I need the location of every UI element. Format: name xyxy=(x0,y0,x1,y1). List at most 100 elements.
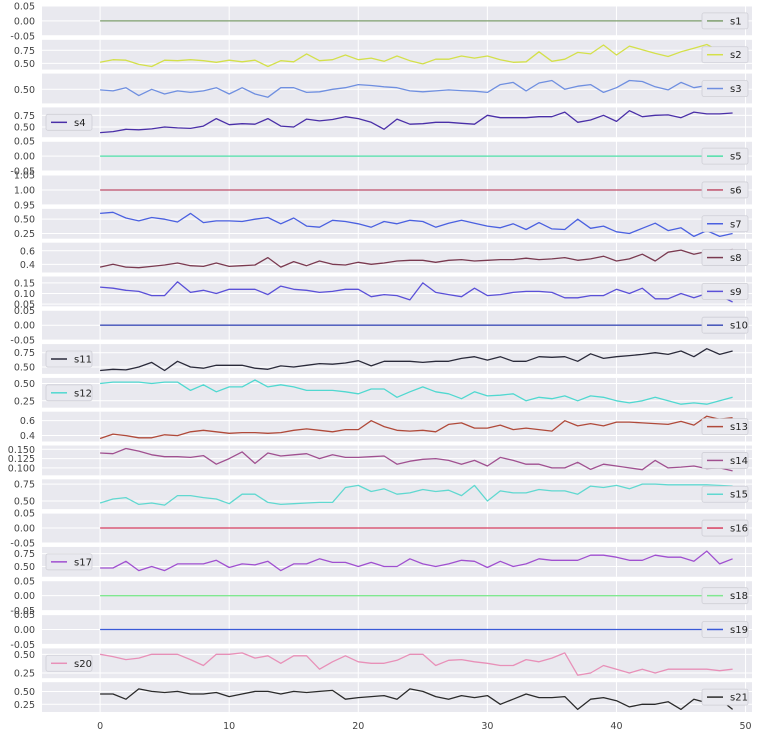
panel-s7: 0.50 0.25 s7 xyxy=(14,208,752,240)
y-tick-label: 0.4 xyxy=(20,431,35,442)
x-tick-label: 50 xyxy=(739,721,751,732)
legend-box xyxy=(701,80,749,97)
y-tick-label: -0.05 xyxy=(10,606,35,617)
y-tick-label: 0.75 xyxy=(14,46,35,57)
legend-box xyxy=(45,384,93,402)
legend-s19: s19 xyxy=(701,621,749,638)
legend-label: s17 xyxy=(74,557,92,568)
y-tick-label: 0.25 xyxy=(14,700,35,711)
legend-s15: s15 xyxy=(701,485,749,503)
legend-s16: s16 xyxy=(701,519,749,537)
y-tick-label: 0.05 xyxy=(14,137,35,148)
x-tick-label: 40 xyxy=(610,721,622,732)
legend-s21: s21 xyxy=(701,688,749,706)
y-tick-label: -0.05 xyxy=(10,538,35,549)
x-tick-label: 20 xyxy=(352,721,364,732)
legend-s12: s12 xyxy=(45,384,93,402)
y-tick-label: 0.50 xyxy=(14,650,35,661)
y-tick-label: 0.150 xyxy=(8,445,35,456)
panel-background xyxy=(42,107,752,138)
y-tick-label: 0.50 xyxy=(14,59,35,70)
y-tick-label: 0.75 xyxy=(14,111,35,122)
legend-box xyxy=(701,452,749,469)
legend-s20: s20 xyxy=(45,654,93,672)
y-tick-label: 0.75 xyxy=(14,348,35,359)
legend-label: s10 xyxy=(730,321,748,332)
legend-box xyxy=(701,485,749,503)
y-tick-label: 0.100 xyxy=(8,463,35,474)
series-line-s15 xyxy=(99,483,733,506)
panel-background xyxy=(42,546,752,577)
legend-s6: s6 xyxy=(701,181,749,199)
x-tick-label: 0 xyxy=(97,721,103,732)
y-tick-label: 0.00 xyxy=(14,321,35,332)
legend-s18: s18 xyxy=(701,587,749,605)
y-tick-label: 0.25 xyxy=(14,668,35,679)
panel-background xyxy=(42,682,752,712)
legend-label: s13 xyxy=(730,422,748,433)
y-tick-label: 0.50 xyxy=(14,562,35,573)
legend-label: s19 xyxy=(730,625,748,636)
y-tick-label: 0.25 xyxy=(14,396,35,407)
y-tick-label: 0.95 xyxy=(14,200,35,211)
legend-box xyxy=(45,553,93,571)
legend-label: s1 xyxy=(730,16,742,27)
legend-s8: s8 xyxy=(701,249,749,266)
legend-box xyxy=(701,215,749,233)
x-tick-label: 30 xyxy=(481,721,493,732)
y-tick-label: 0.05 xyxy=(14,2,35,13)
panel-background xyxy=(42,242,752,273)
series-line-s13 xyxy=(99,415,733,440)
series-line-s9 xyxy=(100,281,733,303)
panel-s1: 0.05 0.00 -0.05 s1 xyxy=(10,2,752,42)
legend-s17: s17 xyxy=(45,553,93,571)
legend-box xyxy=(45,113,93,131)
legend-s14: s14 xyxy=(701,452,749,469)
legend-label: s15 xyxy=(730,490,748,501)
y-tick-label: 0.50 xyxy=(14,85,35,96)
legend-s4: s4 xyxy=(45,113,93,131)
panel-s11: 0.75 0.50 s11 xyxy=(14,344,752,374)
y-tick-label: 0.15 xyxy=(14,278,35,289)
legend-label: s7 xyxy=(730,219,742,230)
legend-s7: s7 xyxy=(701,215,749,233)
series-line-s7 xyxy=(100,211,733,238)
legend-box xyxy=(701,181,749,199)
y-tick-label: 1.05 xyxy=(14,171,35,182)
series-line-s2 xyxy=(99,43,733,68)
y-tick-label: 0.05 xyxy=(14,509,35,520)
panel-s5: 0.05 0.00 -0.05 s5 xyxy=(10,137,752,178)
series-line-s11 xyxy=(100,348,733,372)
legend-s1: s1 xyxy=(701,12,749,30)
series-line-s21 xyxy=(100,688,734,711)
legend-box xyxy=(701,519,749,537)
y-tick-label: -0.05 xyxy=(10,31,35,42)
y-tick-label: 0.00 xyxy=(14,524,35,535)
legend-label: s11 xyxy=(74,355,92,366)
panel-s16: 0.05 0.00 -0.05 s16 xyxy=(10,509,752,549)
legend-box xyxy=(701,688,749,706)
panel-background xyxy=(42,445,752,476)
legend-box xyxy=(701,418,749,436)
legend-label: s3 xyxy=(730,84,742,95)
y-tick-label: 1.00 xyxy=(14,185,35,196)
panel-s10: 0.05 0.00 -0.05 s10 xyxy=(10,306,752,347)
legend-s3: s3 xyxy=(701,80,749,97)
panel-s18: 0.05 0.00 -0.05 s18 xyxy=(10,576,752,617)
y-tick-label: 0.00 xyxy=(14,16,35,27)
y-tick-label: 0.75 xyxy=(14,549,35,560)
legend-box xyxy=(701,12,749,30)
panel-s9: 0.150.100.05 s9 xyxy=(14,276,752,311)
legend-label: s12 xyxy=(74,388,92,399)
panel-s19: 0.05 0.00 -0.05 s19 xyxy=(10,610,752,651)
legend-s9: s9 xyxy=(701,282,749,300)
y-tick-label: -0.05 xyxy=(10,336,35,347)
legend-label: s20 xyxy=(74,659,92,670)
panel-s12: 0.50 0.25 s12 xyxy=(14,377,752,408)
legend-s5: s5 xyxy=(701,147,749,165)
legend-label: s4 xyxy=(74,118,86,129)
legend-box xyxy=(701,316,749,334)
y-tick-label: 0.75 xyxy=(14,480,35,491)
legend-box xyxy=(701,147,749,165)
